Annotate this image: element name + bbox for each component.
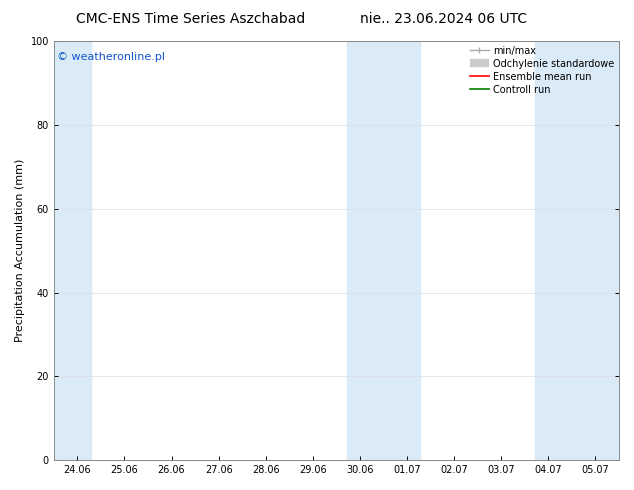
Text: CMC-ENS Time Series Aszchabad: CMC-ENS Time Series Aszchabad xyxy=(75,12,305,26)
Bar xyxy=(54,41,91,460)
Legend: min/max, Odchylenie standardowe, Ensemble mean run, Controll run: min/max, Odchylenie standardowe, Ensembl… xyxy=(468,44,616,97)
Text: © weatheronline.pl: © weatheronline.pl xyxy=(56,51,165,62)
Y-axis label: Precipitation Accumulation (mm): Precipitation Accumulation (mm) xyxy=(15,159,25,343)
Text: nie.. 23.06.2024 06 UTC: nie.. 23.06.2024 06 UTC xyxy=(360,12,527,26)
Bar xyxy=(535,41,619,460)
Bar xyxy=(347,41,420,460)
